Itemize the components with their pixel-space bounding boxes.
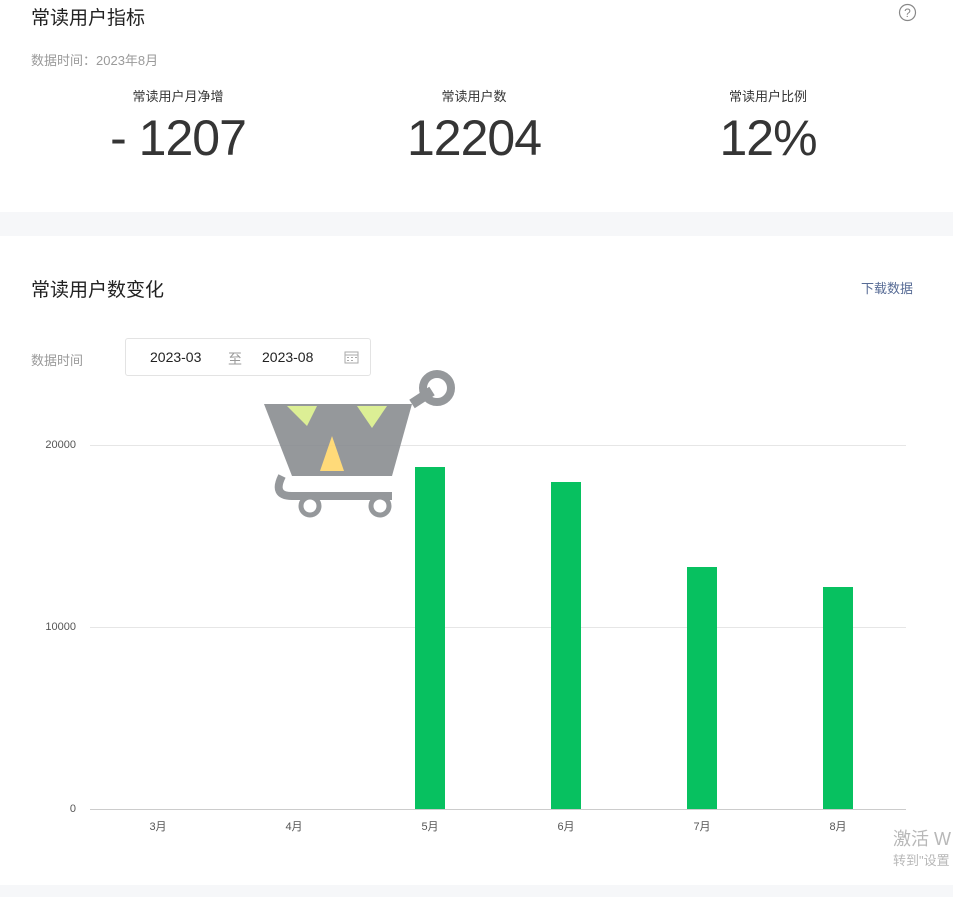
metric-label: 常读用户月净增 bbox=[132, 89, 224, 104]
divider bbox=[0, 212, 953, 236]
bar-4 bbox=[687, 566, 717, 809]
download-data-link[interactable]: 下载数据 bbox=[861, 281, 914, 296]
calendar-icon[interactable] bbox=[344, 350, 359, 364]
question-circle-icon[interactable]: ? bbox=[898, 3, 917, 22]
gridline bbox=[90, 445, 906, 446]
metric-net-growth: 常读用户月净增 - 1207 bbox=[48, 86, 308, 167]
x-axis bbox=[90, 809, 906, 810]
metric-value: 12% bbox=[719, 110, 817, 166]
activation-watermark: 激活 W bbox=[893, 829, 951, 849]
x-tick: 4月 bbox=[285, 821, 303, 833]
data-time: 数据时间：2023年8月 bbox=[31, 53, 159, 68]
metrics-title: 常读用户指标 bbox=[31, 8, 146, 29]
x-tick: 7月 bbox=[693, 821, 711, 833]
metric-label: 常读用户比例 bbox=[728, 89, 807, 104]
bar-2 bbox=[415, 466, 445, 809]
y-tick: 0 bbox=[69, 803, 76, 815]
activation-watermark-sub: 转到"设置 bbox=[893, 853, 950, 868]
metric-value: - 1207 bbox=[110, 110, 247, 166]
metric-value: 12204 bbox=[406, 110, 542, 166]
date-label: 数据时间 bbox=[31, 353, 84, 368]
metric-user-count: 常读用户数 12204 bbox=[344, 86, 604, 167]
metric-ratio: 常读用户比例 12% bbox=[638, 86, 898, 167]
x-tick: 6月 bbox=[557, 821, 575, 833]
x-tick: 3月 bbox=[149, 821, 167, 833]
bar-5 bbox=[823, 586, 853, 809]
y-tick: 10000 bbox=[45, 621, 76, 633]
divider bbox=[0, 885, 953, 897]
date-separator: 至 bbox=[228, 351, 242, 367]
date-start[interactable]: 2023-03 bbox=[150, 349, 202, 365]
svg-text:?: ? bbox=[904, 6, 911, 20]
bar-3 bbox=[551, 481, 581, 809]
watermark-logo bbox=[264, 370, 455, 518]
x-tick: 8月 bbox=[829, 821, 847, 833]
date-end[interactable]: 2023-08 bbox=[262, 349, 314, 365]
date-range-picker[interactable]: 2023-03 至 2023-08 bbox=[125, 338, 371, 376]
chart-title: 常读用户数变化 bbox=[31, 280, 165, 301]
x-tick: 5月 bbox=[421, 821, 439, 833]
metric-label: 常读用户数 bbox=[441, 89, 507, 104]
gridline bbox=[90, 627, 906, 628]
y-tick: 20000 bbox=[45, 439, 76, 451]
